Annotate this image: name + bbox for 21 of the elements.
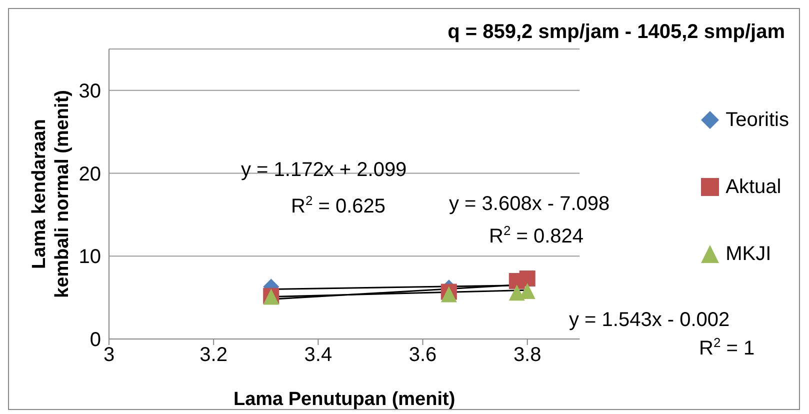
x-tick-label: 3.8 [513,344,542,366]
y-tick-label: 30 [78,80,101,103]
y-tick-label: 10 [78,246,101,268]
text: R$^{2}$ = 1 [699,335,755,360]
y-tick-label: 20 [78,163,101,186]
annotation: y = 3.608x - 7.098 [449,193,610,215]
chart-title: q = 859,2 smp/jam - 1405,2 smp/jam [448,21,785,44]
y-tick-label: 0 [90,329,101,352]
annotation: y = 1.172x + 2.099 [241,159,407,181]
x-tick-label: 3.2 [200,344,228,366]
annotation: R$^{2}$ = 0.625 [291,193,386,218]
annotation: y = 1.543x - 0.002 [569,309,730,331]
x-tick-label: 3.6 [408,344,437,366]
legend-label: Teoritis [726,108,789,132]
legend-label: Aktual [726,176,782,198]
x-tick-label: 3.4 [304,344,332,366]
x-axis-title: Lama Penutupan (menit) [233,389,456,410]
y-axis-title: Lama kendaraan kembali normal (menit) [29,90,73,298]
x-tick-label: 3 [103,344,115,366]
legend-label: MKJI [726,242,772,266]
annotation: R$^{2}$ = 0.824 [489,223,584,248]
